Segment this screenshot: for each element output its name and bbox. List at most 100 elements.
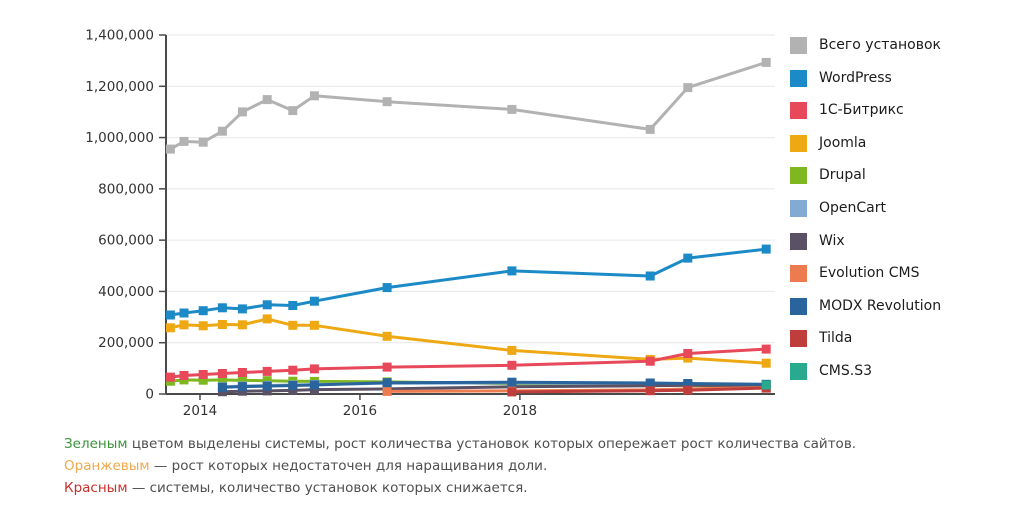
y-axis-tick-label: 400,000 [98,284,154,300]
note-text-2: — рост которых недостаточен для наращива… [149,458,548,474]
data-point-modx-revolution [288,381,298,390]
legend-item-cms-s3[interactable]: CMS.S3 [790,362,1010,380]
y-axis-tick-label: 1,000,000 [85,130,154,146]
legend-label-evolution-cms: Evolution CMS [819,265,920,282]
data-point-modx-revolution [507,377,517,387]
data-point-drupal [237,375,247,385]
y-axis-tick-label: 800,000 [98,181,154,197]
data-point-wordpress [217,303,227,313]
legend-item-wordpress[interactable]: WordPress [790,69,1010,87]
data-point-1c-bitrix [288,365,298,375]
legend-item-tilda[interactable]: Tilda [790,330,1010,348]
data-point-modx-revolution [309,380,319,390]
legend-label-wordpress: WordPress [819,69,892,86]
data-point-wordpress [262,300,272,310]
data-point-total-installs [382,97,392,107]
legend-label-1c-bitrix: 1С-Битрикс [819,102,904,119]
data-point-tilda [645,386,655,396]
x-axis-tick-label: 2018 [503,403,537,419]
legend-label-joomla: Joomla [819,134,867,151]
data-point-modx-revolution [237,382,247,392]
cms-installs-line-chart: 0 200,000 400,000 600,000 800,000 1,000,000 1,… [85,28,775,419]
data-point-1c-bitrix [165,372,175,382]
data-point-1c-bitrix [507,360,517,370]
data-point-wordpress [309,296,319,306]
note-line-2: Оранжевым — рост которых недостаточен дл… [64,455,856,477]
legend-swatch-opencart [790,199,807,217]
data-point-wordpress [237,304,247,314]
data-point-total-installs [683,83,693,93]
note-lead-3: Красным [64,480,128,496]
data-point-joomla [165,323,175,333]
data-point-1c-bitrix [309,364,319,374]
legend-swatch-wordpress [790,69,807,87]
y-axis-tick-label: 1,200,000 [85,79,154,95]
data-point-tilda [683,385,693,395]
data-point-cms-s3 [761,380,771,390]
note-line-3: Красным — системы, количество установок … [64,477,856,499]
data-point-total-installs [198,137,208,147]
legend-item-total-installs[interactable]: Всего установок [790,37,1010,54]
data-point-total-installs [262,95,272,105]
data-point-1c-bitrix [761,344,771,354]
data-point-joomla [309,320,319,330]
data-point-total-installs [309,91,319,101]
legend-swatch-joomla [790,134,807,152]
legend-item-1c-bitrix[interactable]: 1С-Битрикс [790,102,1010,120]
legend-item-wix[interactable]: Wix [790,232,1010,250]
data-point-wix [309,385,319,395]
data-point-evolution-cms [382,386,392,396]
data-point-modx-revolution [683,379,693,388]
data-point-1c-bitrix [237,368,247,377]
data-point-drupal [198,375,208,385]
legend-swatch-tilda [790,330,807,348]
data-point-total-installs [645,124,655,134]
note-lead-2: Оранжевым [64,458,150,474]
data-point-joomla [262,314,272,324]
data-point-total-installs [217,126,227,136]
data-point-joomla [761,358,771,368]
series-line-tilda [510,386,768,394]
legend-item-joomla[interactable]: Joomla [790,134,1010,152]
legend-label-modx-revolution: MODX Revolution [819,297,942,314]
data-point-joomla [683,353,693,363]
data-point-1c-bitrix [645,356,655,366]
data-point-total-installs [165,144,175,154]
data-point-wix [288,385,298,395]
data-point-wix [262,386,272,396]
series-line-wordpress [168,247,768,317]
data-point-wordpress [288,301,298,310]
data-point-wordpress [645,271,655,281]
legend-item-modx-revolution[interactable]: MODX Revolution [790,297,1010,315]
legend-swatch-evolution-cms [790,265,807,283]
data-point-wordpress [198,306,208,316]
series-line-modx-revolution [220,380,768,389]
data-point-modx-revolution [382,378,392,388]
x-axis-tick-label: 2016 [343,403,377,419]
y-axis-tick-label: 0 [145,387,154,403]
y-axis-tick-label: 600,000 [98,233,154,249]
legend-swatch-modx-revolution [790,297,807,315]
data-point-joomla [237,320,247,330]
legend-label-wix: Wix [819,232,845,249]
data-point-joomla [198,321,208,331]
legend-swatch-drupal [790,167,807,185]
legend-label-drupal: Drupal [819,167,866,184]
legend-item-drupal[interactable]: Drupal [790,167,1010,185]
data-point-wordpress [507,266,517,276]
legend-item-opencart[interactable]: OpenCart [790,199,1010,217]
data-point-total-installs [288,106,298,116]
data-point-wordpress [179,308,189,318]
legend-label-tilda: Tilda [819,330,853,347]
data-point-total-installs [179,136,189,146]
legend-item-evolution-cms[interactable]: Evolution CMS [790,265,1010,283]
data-point-modx-revolution [262,381,272,391]
data-point-1c-bitrix [217,369,227,378]
chart-notes: Зеленым цветом выделены системы, рост ко… [64,433,856,499]
data-point-tilda [507,387,517,397]
y-axis-tick-label: 200,000 [98,335,154,351]
series-line-wix [220,383,768,394]
data-point-1c-bitrix [683,349,693,358]
data-point-drupal [262,376,272,386]
data-point-1c-bitrix [198,370,208,379]
